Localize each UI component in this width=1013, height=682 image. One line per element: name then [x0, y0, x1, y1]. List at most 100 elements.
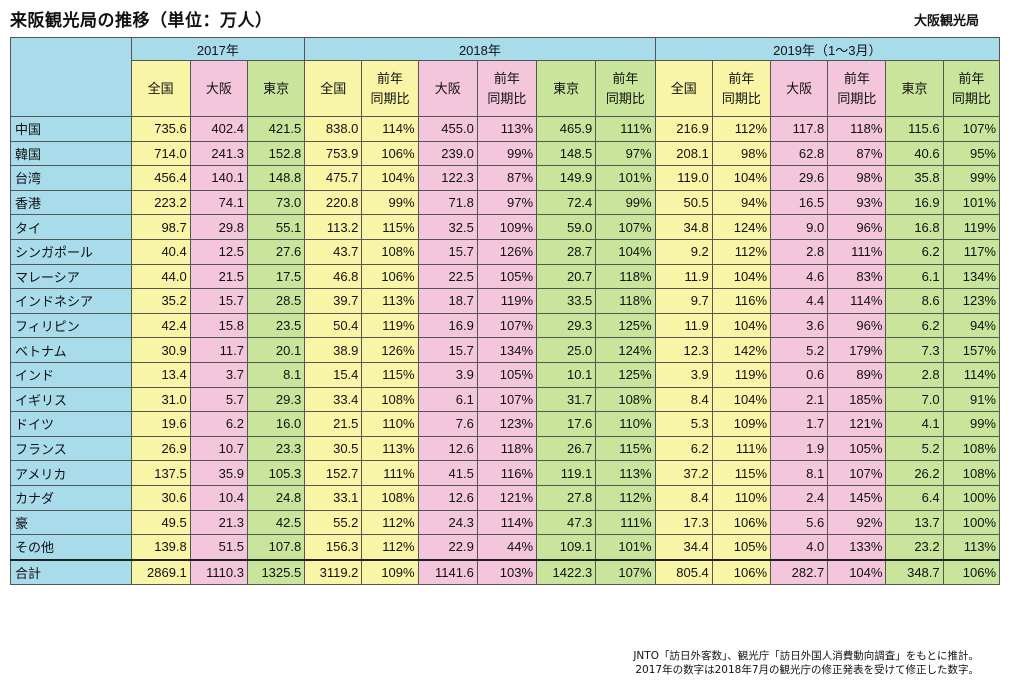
table-cell: 26.9: [130, 435, 191, 462]
table-cell: 7.0: [885, 386, 944, 413]
table-cell: 16.9: [417, 312, 478, 339]
table-cell: 29.8: [189, 214, 248, 240]
table-cell: 137.5: [130, 460, 191, 486]
table-row: インド 13.4 3.7 8.1 15.4 115% 3.9 105% 10.1 125% 3.9 1…: [10, 361, 1001, 388]
table-cell: 125%: [595, 361, 656, 388]
table-cell: 5.2: [770, 337, 829, 363]
table-cell: 43.7: [304, 238, 363, 265]
table-cell: 123%: [942, 288, 1001, 314]
table-cell: 92%: [827, 509, 887, 536]
table-cell: 119%: [711, 361, 772, 388]
table-cell: 1.7: [770, 411, 829, 437]
table-cell: 5.7: [189, 386, 248, 413]
table-cell: 0.6: [770, 361, 829, 388]
table-cell: 16.8: [885, 214, 944, 240]
table-cell: 114%: [361, 116, 419, 142]
table-cell: 456.4: [130, 165, 191, 191]
table-cell: 107%: [942, 116, 1001, 142]
table-cell: 4.0: [770, 534, 829, 561]
column-header: 大阪: [770, 60, 829, 117]
table-cell: 12.6: [417, 484, 478, 511]
table-cell: 117%: [942, 238, 1001, 265]
table-cell: 99%: [942, 411, 1001, 437]
table-cell: 87%: [827, 140, 887, 167]
table-cell: 29.3: [246, 386, 306, 413]
table-cell: 112%: [711, 116, 772, 142]
table-cell: 152.7: [304, 460, 363, 486]
table-cell: 125%: [595, 312, 656, 339]
row-label: その他: [10, 534, 132, 561]
column-header: 前年 同期比: [595, 60, 656, 117]
table-cell: 9.0: [770, 214, 829, 240]
table-cell: 107%: [595, 214, 656, 240]
table-cell: 59.0: [536, 214, 597, 240]
row-label: フランス: [10, 435, 132, 462]
table-cell: 89%: [827, 361, 887, 388]
table-cell: 23.3: [246, 435, 306, 462]
table-cell: 145%: [827, 484, 887, 511]
table-cell: 41.5: [417, 460, 478, 486]
table-cell: 12.6: [417, 435, 478, 462]
table-cell: 5.6: [770, 509, 829, 536]
table-cell: 96%: [827, 312, 887, 339]
row-label: 台湾: [10, 165, 132, 191]
table-cell: 126%: [476, 238, 538, 265]
table-cell: 104%: [595, 238, 656, 265]
table-cell: 105%: [476, 361, 538, 388]
table-cell: 100%: [942, 509, 1001, 536]
table-cell: 24.8: [246, 484, 306, 511]
row-label: マレーシア: [10, 263, 132, 290]
table-cell: 113%: [476, 116, 538, 142]
table-cell: 11.9: [654, 263, 713, 290]
table-cell: 838.0: [304, 116, 363, 142]
table-cell: 104%: [711, 263, 772, 290]
table-row: シンガポール 40.4 12.5 27.6 43.7 108% 15.7 126% 28.7 10…: [10, 238, 1001, 265]
table-cell: 38.9: [304, 337, 363, 363]
table-cell: 44%: [476, 534, 538, 561]
table-cell: 134%: [942, 263, 1001, 290]
column-header: 全国: [654, 60, 713, 117]
table-cell: 108%: [361, 238, 419, 265]
table-cell: 16.9: [885, 189, 944, 216]
table-cell: 2.8: [770, 238, 829, 265]
table-cell: 42.5: [246, 509, 306, 536]
table-cell: 112%: [361, 534, 419, 561]
table-cell: 116%: [711, 288, 772, 314]
table-row: カナダ 30.6 10.4 24.8 33.1 108% 12.6 121% 27.8 112% 8…: [10, 484, 1001, 511]
table-cell: 22.9: [417, 534, 478, 561]
table-cell: 103%: [476, 558, 538, 586]
table-cell: 111%: [361, 460, 419, 486]
table-cell: 107%: [476, 386, 538, 413]
table-cell: 99%: [476, 140, 538, 167]
table-cell: 33.5: [536, 288, 597, 314]
table-cell: 11.7: [189, 337, 248, 363]
table-cell: 122.3: [417, 165, 478, 191]
table-cell: 149.9: [536, 165, 597, 191]
table-cell: 109%: [476, 214, 538, 240]
table-cell: 108%: [595, 386, 656, 413]
table-cell: 105.3: [246, 460, 306, 486]
table-cell: 94%: [711, 189, 772, 216]
row-label: 豪: [10, 509, 132, 536]
table-cell: 104%: [711, 312, 772, 339]
table-cell: 142%: [711, 337, 772, 363]
table-cell: 74.1: [189, 189, 248, 216]
table-cell: 109%: [361, 558, 419, 586]
table-row: タイ 98.7 29.8 55.1 113.2 115% 32.5 109% 59.0 107% 3…: [10, 214, 1001, 240]
table-cell: 110%: [361, 411, 419, 437]
table-cell: 34.4: [654, 534, 713, 561]
table-cell: 15.4: [304, 361, 363, 388]
table-cell: 51.5: [189, 534, 248, 561]
table-cell: 35.9: [189, 460, 248, 486]
table-cell: 101%: [942, 189, 1001, 216]
column-header: 大阪: [189, 60, 248, 117]
table-cell: 105%: [476, 263, 538, 290]
table-cell: 124%: [711, 214, 772, 240]
table-cell: 35.2: [130, 288, 191, 314]
table-cell: 402.4: [189, 116, 248, 142]
table-cell: 23.5: [246, 312, 306, 339]
table-cell: 50.4: [304, 312, 363, 339]
table-cell: 110%: [595, 411, 656, 437]
table-cell: 115%: [711, 460, 772, 486]
table-cell: 7.6: [417, 411, 478, 437]
